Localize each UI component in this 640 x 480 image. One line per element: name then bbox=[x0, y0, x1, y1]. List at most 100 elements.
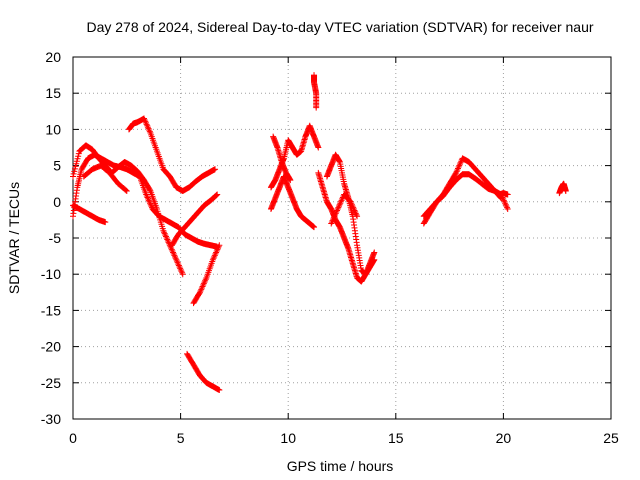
series-arc-8 bbox=[184, 350, 223, 394]
data-point bbox=[339, 195, 346, 202]
data-point bbox=[504, 206, 511, 213]
series-arc-15 bbox=[328, 191, 361, 227]
data-point bbox=[213, 248, 220, 255]
data-point bbox=[454, 166, 461, 173]
data-point bbox=[144, 124, 151, 131]
y-tick-label: 5 bbox=[53, 158, 61, 174]
data-point bbox=[102, 219, 109, 226]
data-point bbox=[453, 169, 460, 176]
data-point bbox=[502, 201, 509, 208]
data-point bbox=[170, 249, 177, 256]
data-point bbox=[352, 210, 359, 217]
data-point bbox=[142, 119, 149, 126]
data-point bbox=[453, 168, 460, 175]
data-point bbox=[335, 203, 342, 210]
data-point bbox=[210, 255, 217, 262]
data-point bbox=[146, 198, 153, 205]
data-point bbox=[287, 177, 294, 184]
series-arc-2 bbox=[70, 151, 221, 250]
y-tick-label: -5 bbox=[49, 230, 62, 246]
data-point bbox=[214, 191, 221, 198]
data-point bbox=[164, 237, 171, 244]
data-point bbox=[348, 201, 355, 208]
chart-title: Day 278 of 2024, Sidereal Day-to-day VTE… bbox=[86, 19, 593, 35]
data-point bbox=[72, 163, 79, 170]
y-tick-label: -10 bbox=[41, 266, 61, 282]
data-point bbox=[75, 153, 82, 160]
data-point bbox=[178, 268, 185, 275]
x-tick-label: 10 bbox=[280, 430, 296, 446]
data-point bbox=[162, 233, 169, 240]
data-point bbox=[213, 249, 220, 256]
y-tick-label: -15 bbox=[41, 302, 61, 318]
data-point bbox=[145, 195, 152, 202]
data-point bbox=[328, 220, 335, 227]
data-point bbox=[504, 191, 511, 198]
y-tick-label: -25 bbox=[41, 375, 61, 391]
data-point bbox=[211, 252, 218, 259]
data-point bbox=[71, 168, 78, 175]
data-point bbox=[201, 279, 208, 286]
data-point bbox=[330, 214, 337, 221]
data-point bbox=[73, 160, 80, 167]
data-point bbox=[350, 206, 357, 213]
series-arc-4 bbox=[80, 162, 130, 194]
data-point bbox=[73, 158, 80, 165]
data-point bbox=[163, 235, 170, 241]
series-arc-9 bbox=[267, 122, 322, 191]
data-point bbox=[142, 118, 149, 125]
series-arc-10 bbox=[267, 173, 318, 231]
data-point bbox=[214, 246, 221, 253]
data-point bbox=[173, 258, 180, 265]
data-point bbox=[200, 280, 207, 287]
data-point bbox=[196, 290, 203, 297]
data-point bbox=[145, 197, 152, 204]
y-axis-label: SDTVAR / TECUs bbox=[6, 182, 22, 294]
series-arc-6 bbox=[168, 191, 221, 249]
data-point bbox=[170, 250, 177, 257]
data-point bbox=[177, 265, 184, 272]
data-point bbox=[70, 173, 76, 180]
data-point bbox=[503, 203, 510, 210]
data-point bbox=[334, 206, 341, 213]
data-point bbox=[74, 155, 81, 162]
data-point bbox=[141, 116, 148, 123]
data-point bbox=[216, 387, 223, 394]
data-point bbox=[504, 204, 511, 211]
data-point bbox=[146, 186, 153, 193]
data-point bbox=[354, 213, 361, 220]
data-point bbox=[162, 232, 169, 239]
data-point bbox=[332, 211, 339, 218]
data-point bbox=[179, 271, 186, 278]
data-point bbox=[502, 200, 509, 207]
data-point bbox=[147, 201, 154, 208]
data-point bbox=[202, 276, 209, 283]
data-point bbox=[215, 243, 222, 250]
data-point bbox=[123, 187, 130, 194]
data-point bbox=[215, 245, 222, 252]
series-arc-19 bbox=[556, 180, 569, 197]
data-point bbox=[198, 286, 205, 293]
data-point bbox=[174, 259, 181, 266]
data-point bbox=[211, 253, 218, 260]
data-point bbox=[175, 261, 182, 268]
data-point bbox=[143, 191, 150, 198]
data-point bbox=[202, 277, 209, 284]
data-point bbox=[161, 230, 168, 237]
data-point bbox=[353, 211, 360, 218]
data-point bbox=[164, 236, 171, 243]
data-point bbox=[335, 204, 342, 211]
data-point bbox=[454, 165, 461, 172]
x-tick-label: 25 bbox=[603, 430, 619, 446]
series-arc-11 bbox=[270, 133, 294, 184]
data-point bbox=[216, 242, 223, 249]
y-tick-label: -30 bbox=[41, 411, 61, 427]
x-axis-label: GPS time / hours bbox=[287, 458, 394, 474]
y-tick-label: 15 bbox=[45, 85, 61, 101]
data-point bbox=[456, 161, 463, 168]
data-point bbox=[213, 192, 220, 199]
data-point bbox=[350, 204, 357, 211]
data-point bbox=[199, 283, 206, 290]
data-point bbox=[172, 253, 179, 260]
